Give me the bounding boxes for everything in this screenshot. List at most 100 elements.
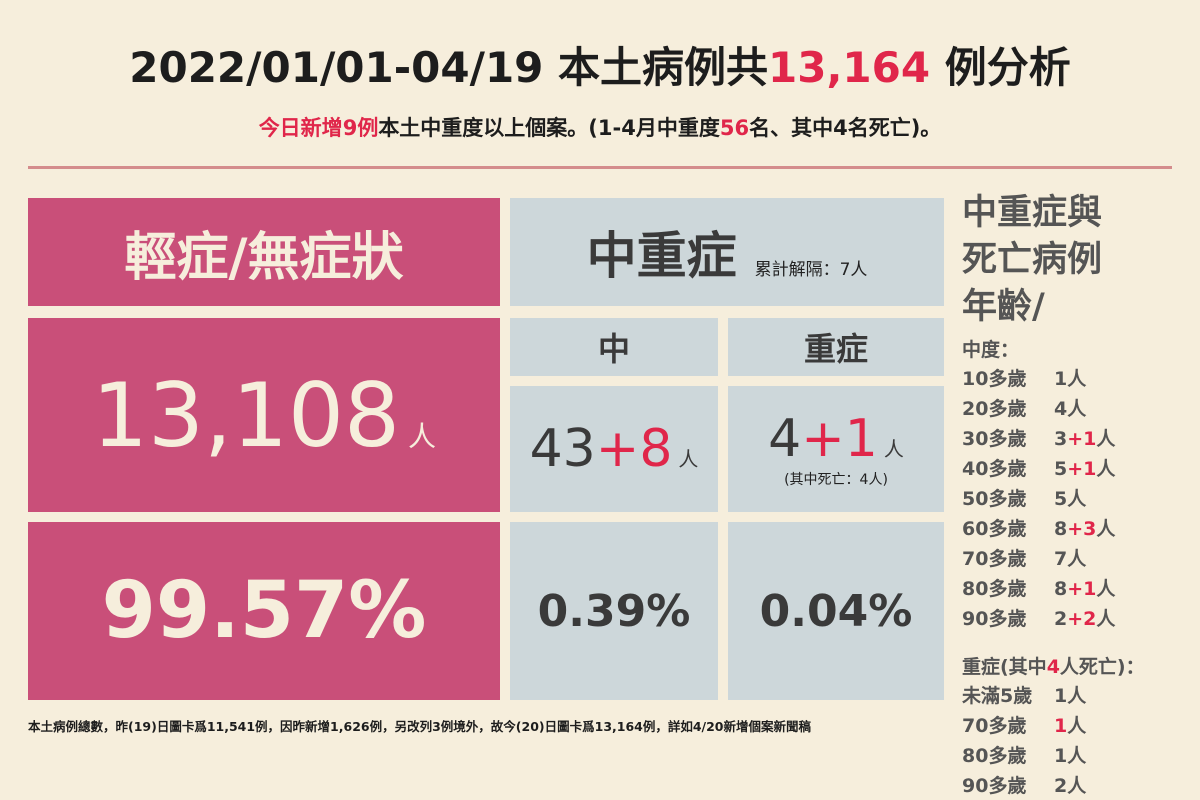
header-divider (28, 166, 1172, 169)
age-unit: 人 (1067, 745, 1087, 767)
age-base-count: 5 (1054, 488, 1068, 510)
critical-age-row: 未滿5歲 1人 (962, 681, 1194, 711)
moderate-unit: 人 (678, 447, 699, 471)
mild-unit: 人 (407, 420, 436, 453)
footnote: 本土病例總數，昨(19)日圖卡爲11,541例，因昨新增1,626例，另改列3例… (28, 719, 812, 734)
age-base-count: 1 (1054, 368, 1068, 390)
age-panel-title: 中重症與 死亡病例 年齡/ (962, 190, 1194, 331)
age-base-count: 8 (1054, 518, 1068, 540)
age-unit: 人 (1067, 398, 1087, 420)
severe-group-label: 中重症 (586, 227, 737, 285)
age-base-count: 2 (1054, 775, 1068, 797)
page-title: 2022/01/01-04/19 本土病例共13,164 例分析 (0, 34, 1200, 95)
subtitle-new-unit: 例 (357, 116, 379, 140)
age-base-count: 5 (1054, 458, 1068, 480)
critical-heading-prefix: 重症(其中 (962, 656, 1047, 678)
critical-age-heading: 重症(其中4人死亡)： (962, 654, 1194, 681)
age-group-label: 70多歲 (962, 715, 1027, 737)
age-panel-title-line: 年齡/ (962, 287, 1045, 327)
moderate-percent-cell: 0.39% (510, 522, 718, 700)
moderate-label: 中 (597, 330, 630, 368)
title-suffix: 例分析 (930, 43, 1071, 92)
moderate-added-count: +8 (595, 419, 673, 479)
age-base-count: 8 (1054, 578, 1068, 600)
age-base-count: 3 (1054, 428, 1068, 450)
critical-added-count: +1 (801, 409, 878, 469)
critical-heading-suffix: 人死亡)： (1059, 656, 1145, 678)
critical-count-cell: 4 +1 人 (其中死亡：4人) (728, 386, 944, 512)
critical-heading-count: 4 (1046, 656, 1060, 678)
moderate-age-row: 20多歲 4人 (962, 394, 1194, 424)
age-group-label: 20多歲 (962, 398, 1027, 420)
mild-percent: 99.57% (101, 566, 427, 656)
mild-label: 輕症/無症狀 (124, 227, 404, 288)
age-added-count: +1 (1067, 428, 1097, 450)
age-group-label: 90多歲 (962, 775, 1027, 797)
age-unit: 人 (1067, 488, 1087, 510)
age-group-label: 70多歲 (962, 548, 1027, 570)
moderate-percent: 0.39% (537, 585, 691, 637)
mild-count: 13,108 (92, 363, 400, 467)
age-group-label: 未滿5歲 (962, 685, 1033, 707)
mild-count-cell: 13,108 人 (28, 318, 500, 512)
age-unit: 人 (1096, 608, 1116, 630)
age-list-spacer (962, 634, 1194, 648)
age-unit: 人 (1067, 775, 1087, 797)
moderate-age-list: 10多歲 1人 20多歲 4人 30多歲 3+1人 40多歲 5+1人 50多歲 5人 60多歲 8+… (962, 364, 1194, 634)
age-unit: 人 (1096, 518, 1116, 540)
critical-age-list: 未滿5歲 1人 70多歲 1人 80多歲 1人 90多歲 2人 (962, 681, 1194, 800)
moderate-age-row: 40多歲 5+1人 (962, 454, 1194, 484)
age-unit: 人 (1067, 548, 1087, 570)
age-group-label: 80多歲 (962, 745, 1027, 767)
moderate-age-row: 30多歲 3+1人 (962, 424, 1194, 454)
page-subtitle: 今日新增9例本土中重度以上個案。(1-4月中重度56名、其中4名死亡)。 (0, 112, 1200, 142)
moderate-age-row: 50多歲 5人 (962, 484, 1194, 514)
age-group-label: 50多歲 (962, 488, 1027, 510)
critical-age-row: 70多歲 1人 (962, 711, 1194, 741)
critical-age-row: 90多歲 2人 (962, 771, 1194, 800)
severe-header: 中重症 累計解隔：7人 (510, 198, 944, 306)
age-group-label: 90多歲 (962, 608, 1027, 630)
age-added-count: +2 (1067, 608, 1097, 630)
age-unit: 人 (1096, 578, 1116, 600)
critical-death-note: (其中死亡：4人) (784, 472, 888, 488)
age-base-count: 7 (1054, 548, 1068, 570)
critical-percent: 0.04% (759, 585, 913, 637)
critical-age-row: 80多歲 1人 (962, 741, 1194, 771)
age-group-label: 40多歲 (962, 458, 1027, 480)
age-breakdown-panel: 中重症與 死亡病例 年齡/ 中度： 10多歲 1人 20多歲 4人 30多歲 3+1人 40… (962, 190, 1194, 800)
moderate-count-cell: 43 +8 人 (510, 386, 718, 512)
critical-unit: 人 (883, 437, 904, 461)
moderate-base-count: 43 (529, 419, 596, 479)
age-panel-title-line: 中重症與 (962, 193, 1103, 233)
age-added-count: +3 (1067, 518, 1097, 540)
age-unit: 人 (1067, 685, 1087, 707)
age-panel-title-line: 死亡病例 (962, 240, 1103, 280)
age-group-label: 10多歲 (962, 368, 1027, 390)
age-group-label: 30多歲 (962, 428, 1027, 450)
critical-percent-cell: 0.04% (728, 522, 944, 700)
subtitle-new-prefix: 今日新增 (258, 116, 343, 140)
age-base-count: 1 (1054, 745, 1068, 767)
age-unit: 人 (1067, 368, 1087, 390)
age-group-label: 60多歲 (962, 518, 1027, 540)
subtitle-new-count: 9 (342, 116, 358, 140)
critical-label: 重症 (803, 330, 868, 368)
moderate-age-row: 60多歲 8+3人 (962, 514, 1194, 544)
released-note: 累計解隔：7人 (754, 259, 868, 280)
moderate-header: 中 (510, 318, 718, 376)
subtitle-end: 名、其中4名死亡)。 (749, 116, 942, 140)
moderate-age-row: 90多歲 2+2人 (962, 604, 1194, 634)
age-unit: 人 (1096, 428, 1116, 450)
age-unit: 人 (1067, 715, 1087, 737)
critical-header: 重症 (728, 318, 944, 376)
age-added-count: +1 (1067, 458, 1097, 480)
age-base-count: 2 (1054, 608, 1068, 630)
age-base-count: 1 (1054, 685, 1068, 707)
age-base-count: 1 (1054, 715, 1068, 737)
subtitle-middle: 本土中重度以上個案。(1-4月中重度 (378, 116, 720, 140)
moderate-age-row: 70多歲 7人 (962, 544, 1194, 574)
age-added-count: +1 (1067, 578, 1097, 600)
age-group-label: 80多歲 (962, 578, 1027, 600)
age-base-count: 4 (1054, 398, 1068, 420)
